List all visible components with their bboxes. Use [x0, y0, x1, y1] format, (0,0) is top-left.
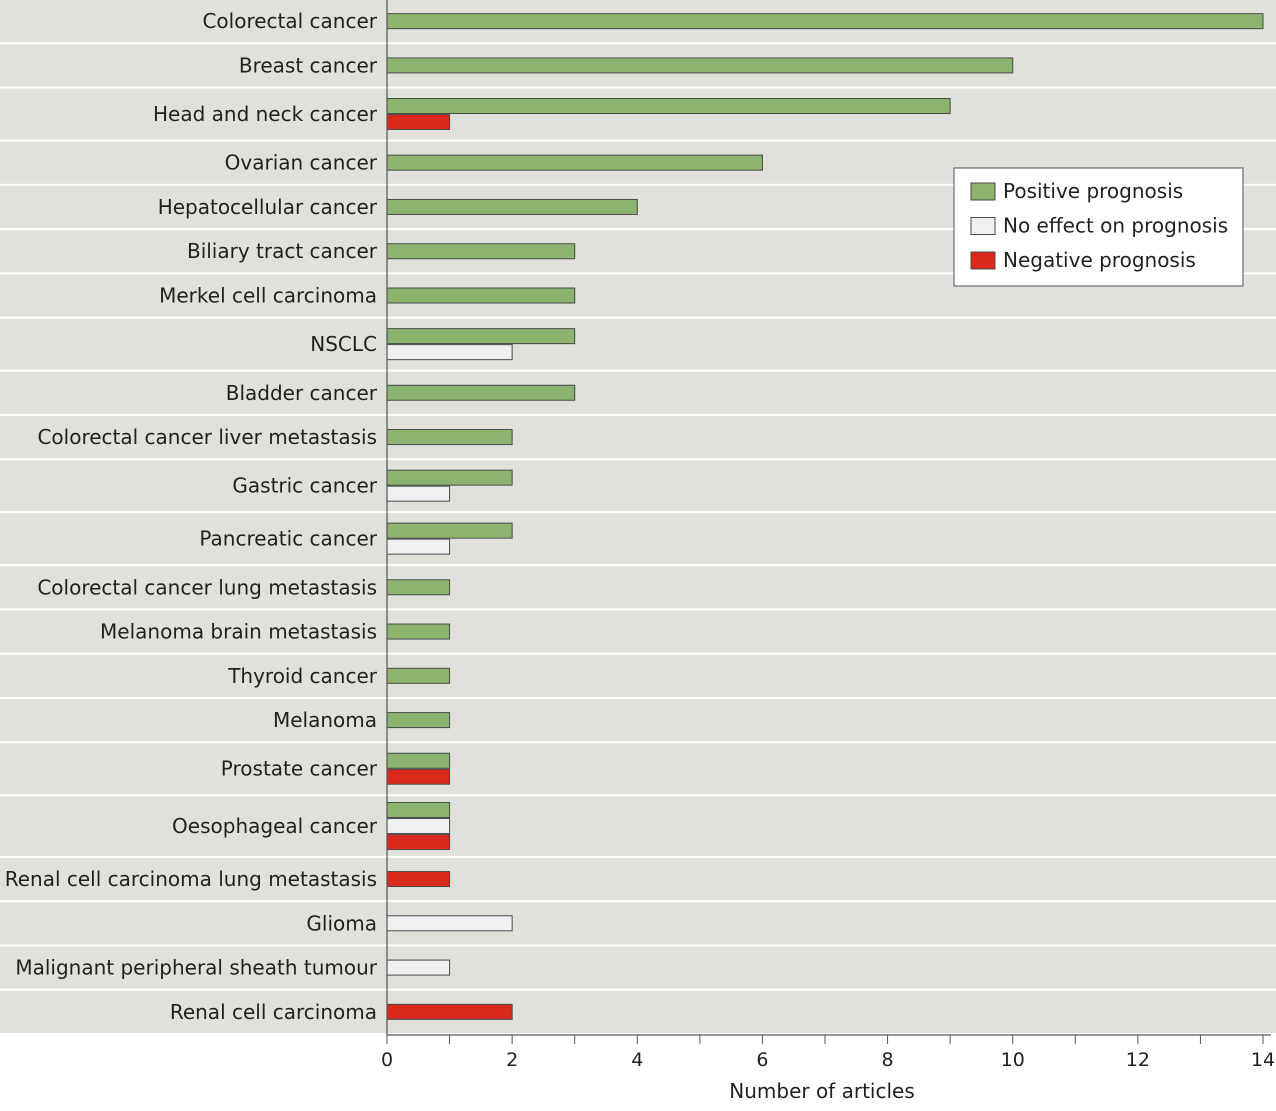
legend-label: Positive prognosis: [1003, 179, 1183, 203]
bar-positive-prognosis: [386, 13, 1264, 30]
bar-negative-prognosis: [386, 114, 451, 131]
row-backgrounds: [0, 0, 1276, 1033]
category-label: Hepatocellular cancer: [158, 195, 378, 219]
bar-no-effect-on-prognosis: [386, 485, 451, 502]
bar-positive-prognosis: [386, 384, 576, 401]
bar-no-effect-on-prognosis: [386, 818, 451, 835]
category-label: Oesophageal cancer: [172, 814, 378, 838]
bar-positive-prognosis: [386, 623, 451, 640]
category-label: Colorectal cancer liver metastasis: [37, 425, 377, 449]
bar-no-effect-on-prognosis: [386, 538, 451, 555]
bar-positive-prognosis: [386, 712, 451, 729]
x-tick-label: 2: [506, 1049, 518, 1071]
x-axis: Number of articles 0 2 4 6 8 10 12 14: [381, 0, 1275, 1103]
legend-label: No effect on prognosis: [1003, 214, 1228, 238]
bar-no-effect-on-prognosis: [386, 344, 513, 361]
category-label: Thyroid cancer: [227, 664, 378, 688]
category-label: Glioma: [306, 911, 377, 935]
bar-positive-prognosis: [386, 667, 451, 684]
row-background: [0, 318, 1276, 370]
category-label: Ovarian cancer: [225, 151, 378, 175]
category-label: Malignant peripheral sheath tumour: [15, 956, 377, 980]
legend-swatch: [970, 251, 996, 270]
category-label: Prostate cancer: [221, 757, 378, 781]
category-label: Breast cancer: [239, 53, 378, 77]
category-label: Biliary tract cancer: [187, 239, 378, 263]
bar-positive-prognosis: [386, 154, 763, 171]
bar-positive-prognosis: [386, 243, 576, 260]
category-labels: Colorectal cancer Breast cancer Head and n…: [5, 9, 378, 1024]
bar-positive-prognosis: [386, 287, 576, 304]
category-label: Melanoma: [273, 708, 377, 732]
row-background: [0, 698, 1276, 742]
bar-no-effect-on-prognosis: [386, 915, 513, 932]
row-background: [0, 654, 1276, 697]
x-tick-label: 12: [1126, 1049, 1150, 1071]
legend-label: Negative prognosis: [1003, 248, 1196, 272]
row-background: [0, 990, 1276, 1033]
x-tick-label: 4: [631, 1049, 643, 1071]
category-label: Melanoma brain metastasis: [100, 620, 377, 644]
category-label: Gastric cancer: [232, 474, 377, 498]
row-background: [0, 743, 1276, 795]
row-background: [0, 796, 1276, 856]
x-tick-label: 6: [756, 1049, 768, 1071]
x-axis-title: Number of articles: [729, 1079, 915, 1103]
legend-box: [953, 167, 1244, 287]
bar-negative-prognosis: [386, 1003, 513, 1020]
x-tick-label: 10: [1001, 1049, 1025, 1071]
bar-positive-prognosis: [386, 752, 451, 769]
bar-positive-prognosis: [386, 429, 513, 446]
legend-swatch: [970, 217, 996, 235]
category-label: Colorectal cancer: [202, 9, 377, 33]
row-background: [0, 566, 1276, 609]
bar-negative-prognosis: [386, 834, 451, 851]
legend: Positive prognosis No effect on prognosis…: [953, 167, 1244, 287]
legend-swatch: [970, 182, 996, 201]
x-tick-label: 0: [381, 1049, 393, 1071]
bar-negative-prognosis: [386, 871, 451, 888]
category-label: Merkel cell carcinoma: [159, 284, 377, 308]
category-label: Head and neck cancer: [153, 102, 378, 126]
bar-positive-prognosis: [386, 57, 1014, 74]
row-background: [0, 415, 1276, 459]
bar-no-effect-on-prognosis: [386, 959, 451, 976]
category-label: Colorectal cancer lung metastasis: [37, 575, 377, 599]
category-label: Pancreatic cancer: [199, 527, 377, 551]
bar-positive-prognosis: [386, 98, 951, 115]
row-background: [0, 513, 1276, 565]
category-label: Renal cell carcinoma: [170, 1000, 377, 1024]
category-label: Bladder cancer: [226, 381, 378, 405]
bar-positive-prognosis: [386, 469, 513, 486]
row-background: [0, 371, 1276, 414]
bar-positive-prognosis: [386, 198, 638, 215]
bar-positive-prognosis: [386, 522, 513, 539]
bar-positive-prognosis: [386, 802, 451, 819]
category-label: Renal cell carcinoma lung metastasis: [5, 867, 377, 891]
bar-negative-prognosis: [386, 768, 451, 785]
row-background: [0, 946, 1276, 989]
bars: [386, 13, 1264, 1020]
category-label: NSCLC: [310, 332, 377, 356]
x-tick-label: 8: [882, 1049, 894, 1071]
row-background: [0, 902, 1276, 945]
row-background: [0, 857, 1276, 901]
bar-positive-prognosis: [386, 579, 451, 596]
row-background: [0, 610, 1276, 653]
x-tick-label: 14: [1251, 1049, 1275, 1071]
bar-positive-prognosis: [386, 328, 576, 345]
row-background: [0, 460, 1276, 512]
